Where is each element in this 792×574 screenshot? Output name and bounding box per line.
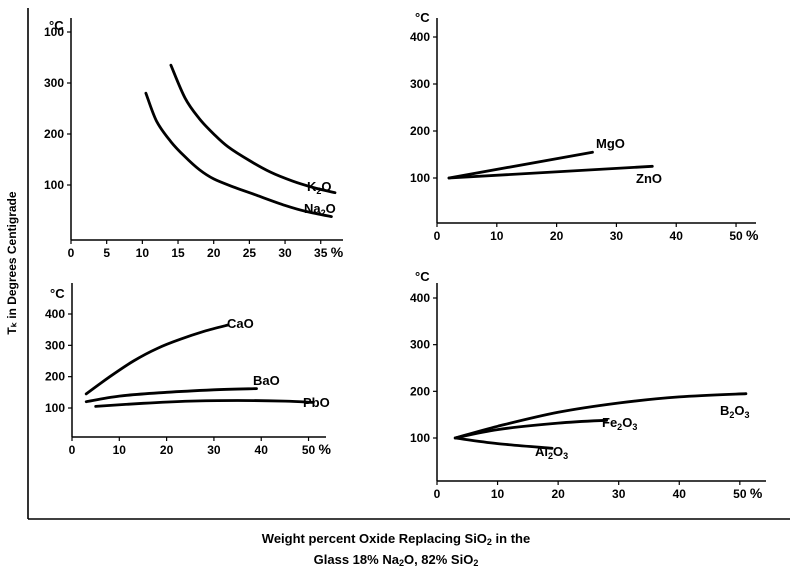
y-unit-label: °C: [50, 286, 65, 301]
x-tick-label: 20: [207, 246, 221, 260]
x-percent-suffix: %: [746, 227, 759, 243]
chart-panel-4: °C 100 200 300 400 0 10 20 30 40 50 % B2O3 Fe2O3 Al2O3: [410, 269, 766, 501]
series-label-ko: K2O: [307, 179, 332, 196]
x-tick-label: 25: [243, 246, 257, 260]
x-tick-label: 0: [69, 443, 76, 457]
y-tick-label: 300: [410, 338, 430, 352]
y-unit-label: °C: [415, 10, 430, 25]
x-percent-suffix: %: [750, 485, 763, 501]
y-tick-label: 300: [45, 338, 65, 352]
x-tick-label: 15: [171, 246, 185, 260]
x-tick-label: 50: [733, 487, 747, 501]
x-tick-label: 30: [278, 246, 292, 260]
series-line-alo: [453, 436, 554, 450]
y-tick-label: 200: [44, 127, 64, 141]
chart-panel-2: °C 100 200 300 400 0 10 20 30 40 50 % MgO ZnO: [410, 10, 759, 243]
x-tick-label: 20: [551, 487, 565, 501]
x-tick-label: 0: [68, 246, 75, 260]
series-label-nao: Na2O: [304, 201, 336, 218]
y-axis-label: Tₖ in Degrees Centigrade: [5, 191, 19, 334]
series-label-feo: Fe2O3: [602, 415, 637, 432]
x-tick-label: 10: [136, 246, 150, 260]
series-line-mgo: [447, 150, 594, 180]
series-label-alo: Al2O3: [535, 444, 568, 461]
x-percent-suffix: %: [319, 441, 332, 457]
y-tick-label: 100: [410, 171, 430, 185]
x-tick-label: 0: [434, 487, 441, 501]
series-line-bao: [84, 387, 258, 404]
series-label-bao: BaO: [253, 373, 280, 388]
series-line-feo: [453, 418, 608, 440]
x-tick-label: 40: [673, 487, 687, 501]
x-tick-label: 5: [103, 246, 110, 260]
y-tick-label: 100: [44, 178, 64, 192]
series-line-bo: [453, 392, 748, 440]
x-tick-label: 10: [490, 229, 504, 243]
x-tick-label: 20: [160, 443, 174, 457]
chart-panel-3: °C 100 200 300 400 0 10 20 30 40 50 % CaO BaO PbO: [45, 283, 332, 457]
y-tick-label: 400: [45, 307, 65, 321]
series-line-ko: [169, 63, 337, 195]
series-label-cao: CaO: [227, 316, 254, 331]
y-tick-label: 100: [45, 401, 65, 415]
y-tick-label: 100: [44, 25, 64, 39]
x-tick-label: 0: [434, 229, 441, 243]
series-label-zno: ZnO: [636, 171, 662, 186]
y-tick-label: 400: [410, 30, 430, 44]
x-tick-label: 20: [550, 229, 564, 243]
y-tick-label: 400: [410, 291, 430, 305]
series-line-pbo: [94, 399, 315, 408]
x-tick-label: 40: [670, 229, 684, 243]
x-tick-label: 50: [302, 443, 316, 457]
x-tick-label: 30: [207, 443, 221, 457]
y-tick-label: 100: [410, 431, 430, 445]
x-tick-label: 30: [610, 229, 624, 243]
series-line-zno: [447, 164, 654, 180]
x-tick-label: 50: [729, 229, 743, 243]
x-tick-label: 10: [491, 487, 505, 501]
y-tick-label: 200: [410, 384, 430, 398]
series-line-nao: [144, 91, 333, 218]
series-label-bo: B2O3: [720, 403, 750, 420]
y-unit-label: °C: [415, 269, 430, 284]
x-tick-label: 40: [255, 443, 269, 457]
series-label-mgo: MgO: [596, 136, 625, 151]
figure-caption-line-2: Glass 18% Na2O, 82% SiO2: [313, 552, 479, 568]
series-label-pbo: PbO: [303, 395, 330, 410]
y-tick-label: 200: [410, 124, 430, 138]
y-tick-label: 300: [44, 76, 64, 90]
y-unit-label: °C: [49, 18, 64, 33]
y-tick-label: 200: [45, 370, 65, 384]
figure-caption-line-1: Weight percent Oxide Replacing SiO2 in t…: [261, 531, 531, 547]
y-tick-label: 300: [410, 77, 430, 91]
x-tick-label: 35: [314, 246, 328, 260]
x-tick-label: 10: [113, 443, 127, 457]
x-tick-label: 30: [612, 487, 626, 501]
series-line-cao: [84, 323, 230, 396]
x-percent-suffix: %: [331, 244, 344, 260]
